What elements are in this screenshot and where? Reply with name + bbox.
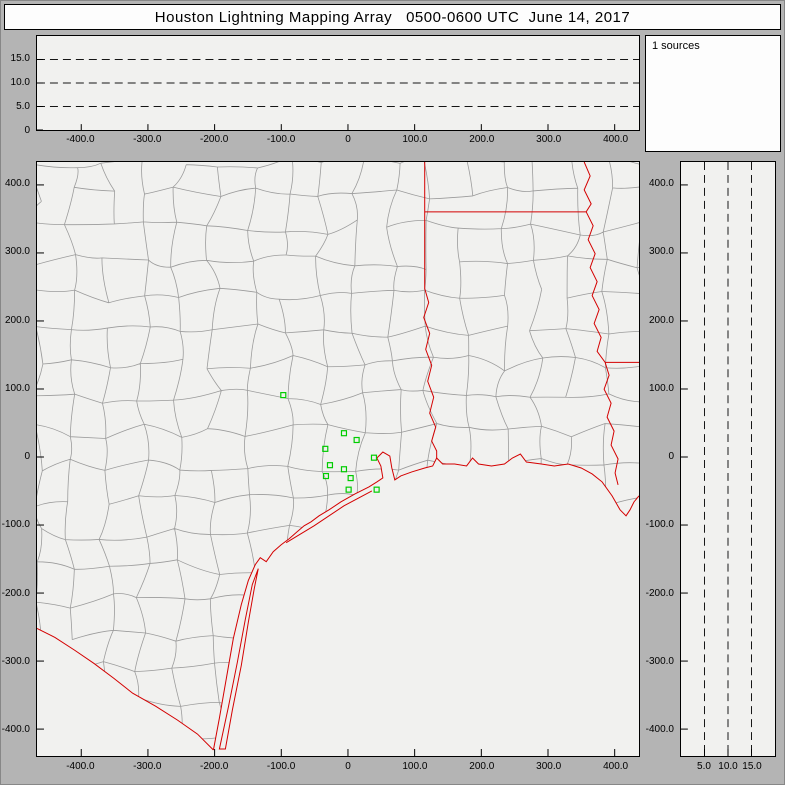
altitude-vs-eastwest-plot[interactable] xyxy=(37,36,639,130)
tick-label: -300.0 xyxy=(133,134,162,145)
tick-label: 200.0 xyxy=(469,761,495,772)
top-panel-eastwest-axis-labels: -400.0 -300.0 -200.0 -100.0 0 100.0 200.0 300.0… xyxy=(36,134,640,148)
plan-view-map-panel[interactable] xyxy=(36,161,640,757)
sources-count-label: 1 sources xyxy=(652,40,700,52)
tick-label: 10.0 xyxy=(718,761,738,772)
map-northsouth-axis-labels: 400.0 300.0 200.0 100.0 0 -100.0 -200.0 -300.0 -… xyxy=(0,161,33,759)
tick-label: 5.0 xyxy=(16,101,30,112)
tick-label: 100.0 xyxy=(648,382,674,394)
tick-label: -100.0 xyxy=(1,519,30,531)
tick-label: 200.0 xyxy=(4,314,30,326)
tick-label: 15.0 xyxy=(742,761,762,772)
tick-label: 0 xyxy=(345,134,351,145)
tick-label: 200.0 xyxy=(648,314,674,326)
tick-label: 400.0 xyxy=(648,178,674,189)
tick-label: 400.0 xyxy=(603,134,629,145)
tick-label: 400.0 xyxy=(4,178,30,189)
tick-label: 5.0 xyxy=(697,761,711,772)
sources-info-panel: 1 sources xyxy=(645,35,781,152)
altitude-vs-eastwest-panel[interactable] xyxy=(36,35,640,131)
tick-label: -400.0 xyxy=(645,724,674,735)
tick-label: -400.0 xyxy=(66,761,95,772)
top-panel-altitude-axis-labels: 0 5.0 10.0 15.0 xyxy=(0,35,33,136)
tick-label: -400.0 xyxy=(66,134,95,145)
tick-label: 300.0 xyxy=(648,246,674,258)
plan-view-map[interactable] xyxy=(37,162,639,756)
tick-label: -300.0 xyxy=(133,761,162,772)
map-eastwest-axis-labels: -400.0 -300.0 -200.0 -100.0 0 100.0 200.0 300.0… xyxy=(36,761,640,775)
right-panel-northsouth-axis-labels: 400.0 300.0 200.0 100.0 0 -100.0 -200.0 -300.0 -… xyxy=(644,161,677,759)
tick-label: 0 xyxy=(345,761,351,772)
window-title: Houston Lightning Mapping Array 0500-060… xyxy=(154,8,631,26)
tick-label: -400.0 xyxy=(1,724,30,735)
tick-label: 100.0 xyxy=(402,761,428,772)
window-title-bar: Houston Lightning Mapping Array 0500-060… xyxy=(4,4,781,30)
altitude-vs-northsouth-plot[interactable] xyxy=(681,162,775,756)
altitude-vs-northsouth-panel[interactable] xyxy=(680,161,776,757)
tick-label: 200.0 xyxy=(469,134,495,145)
tick-label: -200.0 xyxy=(1,587,30,599)
tick-label: 300.0 xyxy=(536,761,562,772)
tick-label: -100.0 xyxy=(645,519,674,531)
right-panel-altitude-axis-labels: 5.0 10.0 15.0 xyxy=(680,761,776,775)
tick-label: -200.0 xyxy=(200,134,229,145)
tick-label: 0 xyxy=(24,451,30,462)
tick-label: 400.0 xyxy=(603,761,629,772)
tick-label: -200.0 xyxy=(645,587,674,599)
tick-label: -100.0 xyxy=(266,134,296,145)
tick-label: -200.0 xyxy=(200,761,229,772)
tick-label: 300.0 xyxy=(536,134,562,145)
tick-label: 0 xyxy=(24,125,30,136)
tick-label: 100.0 xyxy=(4,382,30,394)
tick-label: 100.0 xyxy=(402,134,428,145)
tick-label: -300.0 xyxy=(645,655,674,667)
tick-label: -300.0 xyxy=(1,655,30,667)
tick-label: 15.0 xyxy=(10,53,30,64)
tick-label: 0 xyxy=(668,451,674,462)
tick-label: 10.0 xyxy=(10,77,30,88)
tick-label: 300.0 xyxy=(4,246,30,258)
tick-label: -100.0 xyxy=(266,761,296,772)
